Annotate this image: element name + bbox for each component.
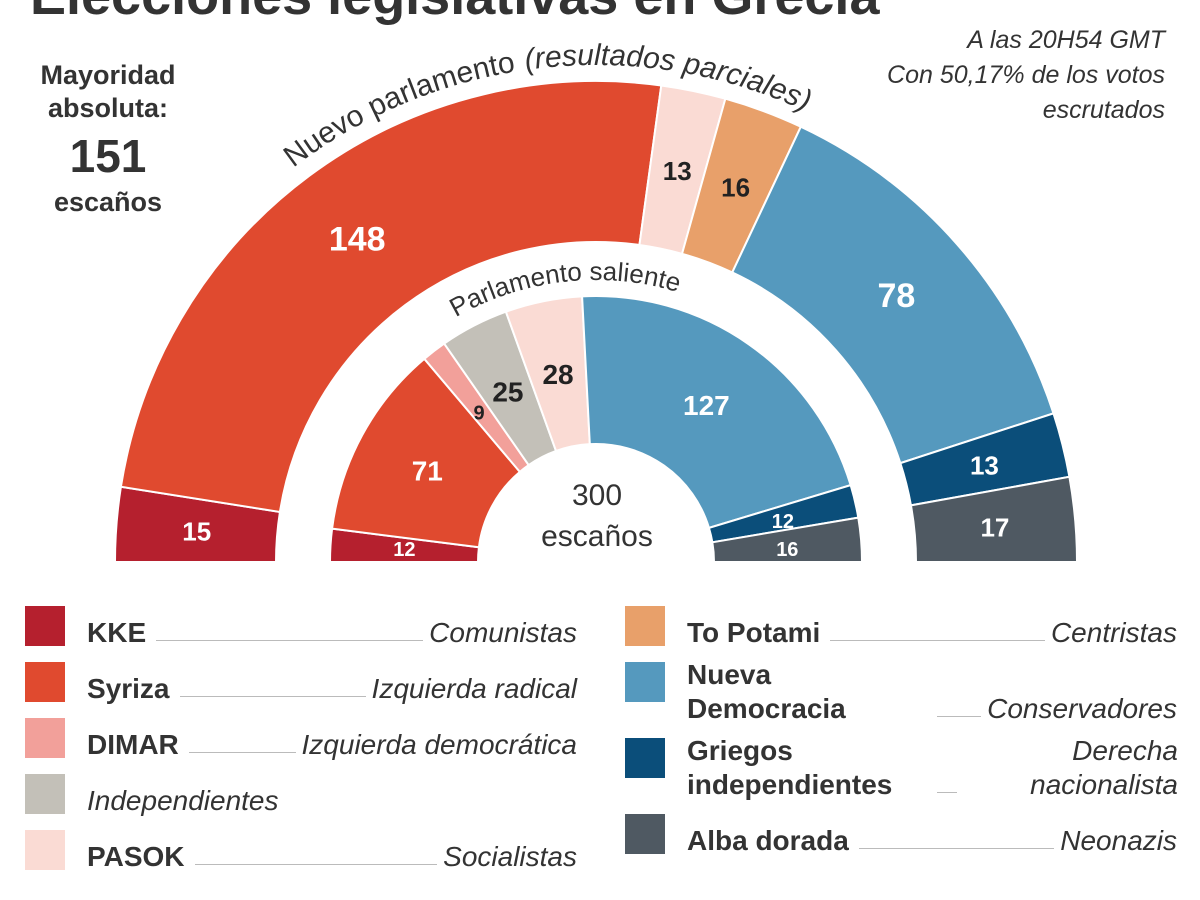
- legend-rule: [194, 864, 438, 865]
- legend-item: Independientes: [25, 770, 577, 818]
- segment: [909, 475, 1079, 563]
- legend-rule: [830, 640, 1045, 641]
- legend-swatch: [25, 774, 65, 814]
- legend-rule: [937, 716, 982, 717]
- legend-description: Conservadores: [987, 693, 1177, 724]
- legend-name: To Potami: [687, 617, 821, 648]
- segment: [581, 295, 852, 530]
- legend-rule: [156, 640, 424, 641]
- total: escaños: [541, 520, 653, 553]
- legend: To Potami Centristas Nueva Democracia Conse…: [625, 602, 1178, 858]
- legend-swatch: [625, 814, 665, 854]
- legend-swatch: [25, 606, 65, 646]
- value-label: 12: [772, 511, 794, 533]
- majority: escaños: [54, 187, 162, 217]
- value-label: 12: [393, 539, 415, 561]
- value-label: 28: [542, 359, 573, 390]
- legend-swatch: [25, 662, 65, 702]
- legend-item: Nueva Democracia Conservadores: [625, 658, 1177, 726]
- segment: [711, 516, 864, 563]
- value-label: 15: [182, 517, 211, 547]
- legend-description: Comunistas: [429, 617, 577, 648]
- legend-swatch: [25, 718, 65, 758]
- majority: Mayoridad: [40, 60, 175, 90]
- legend-swatch: [625, 738, 665, 778]
- legend-item: Griegos independientes Derecha nacionalis…: [625, 734, 1178, 802]
- value-label: 13: [970, 450, 999, 480]
- note: Con 50,17% de los votos: [887, 61, 1165, 89]
- legend-item: KKE Comunistas: [25, 602, 577, 650]
- legend-description: Centristas: [1050, 617, 1177, 648]
- value-label: 71: [412, 455, 443, 486]
- legend-rule: [937, 792, 957, 793]
- legend-name: Independientes: [87, 785, 279, 816]
- legend-swatch: [625, 606, 665, 646]
- legend: KKE Comunistas Syriza Izquierda radical DIMA…: [25, 602, 577, 874]
- note: A las 20H54 GMT: [965, 26, 1166, 54]
- legend-item: Alba dorada Neonazis: [625, 810, 1177, 858]
- value-label: 78: [878, 277, 916, 315]
- value-label: 25: [492, 376, 523, 407]
- segment: [330, 357, 522, 549]
- total: 300: [572, 479, 622, 512]
- value-label: 16: [721, 173, 750, 203]
- legend-description: Neonazis: [1060, 825, 1177, 856]
- legend-description: Izquierda radical: [371, 673, 577, 704]
- legend-swatch: [625, 662, 665, 702]
- legend-item: DIMAR Izquierda democrática: [25, 714, 577, 762]
- legend-name: Alba dorada: [687, 825, 849, 856]
- value-label: 9: [474, 403, 485, 425]
- legend-description: Izquierda democrática: [301, 729, 577, 760]
- legend-name: Syriza: [87, 673, 170, 704]
- value-label: 127: [683, 390, 730, 421]
- legend-rule: [188, 752, 296, 753]
- legend-item: To Potami Centristas: [625, 602, 1177, 650]
- legend-rule: [858, 848, 1055, 849]
- chart: Elecciones legislativas en Grecia A las …: [30, 0, 1167, 563]
- legend-description: Derecha nacionalista: [1030, 735, 1178, 800]
- value-label: 17: [980, 512, 1009, 542]
- legend-description: Socialistas: [443, 841, 577, 872]
- note: escrutados: [1043, 96, 1165, 124]
- title: Elecciones legislativas en Grecia: [30, 0, 880, 26]
- value-label: 13: [663, 156, 692, 186]
- segment: [119, 80, 663, 514]
- value-label: 16: [776, 539, 798, 561]
- legend-name: DIMAR: [87, 729, 179, 760]
- value-label: 148: [329, 220, 386, 258]
- legend-name: Nueva Democracia: [687, 659, 846, 724]
- legend-name: Griegos independientes: [687, 735, 893, 800]
- legend-swatch: [25, 830, 65, 870]
- majority: absoluta:: [48, 93, 168, 123]
- majority-value: 151: [70, 130, 147, 182]
- legend-rule: [179, 696, 366, 697]
- legend-item: PASOK Socialistas: [25, 826, 577, 874]
- legend-item: Syriza Izquierda radical: [25, 658, 577, 706]
- legend-name: PASOK: [87, 841, 185, 872]
- legend-name: KKE: [87, 617, 147, 648]
